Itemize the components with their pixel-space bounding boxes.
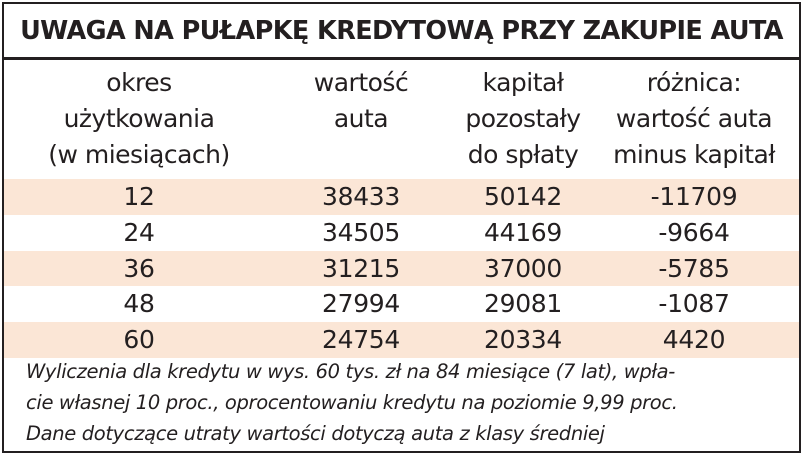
cell-period: 12 (123, 182, 155, 211)
header-period: okres użytkowania (w miesiącach) (48, 68, 230, 169)
cell-remaining-capital: 29081 (483, 289, 563, 319)
cell-difference: -1087 (658, 289, 730, 319)
cell-period: 60 (123, 325, 155, 355)
footnote-line: Dane dotyczące utraty wartości dotyczą a… (26, 422, 605, 445)
footnote: Wyliczenia dla kredytu w wys. 60 tys. zł… (26, 356, 796, 449)
table-header: okres użytkowania (w miesiącach) wartość… (4, 65, 799, 177)
cell-remaining-capital: 44169 (483, 217, 563, 247)
table-row: 24 34505 44169 -9664 (4, 215, 799, 251)
cell-remaining-capital: 37000 (483, 253, 563, 283)
infobox-frame: UWAGA NA PUŁAPKĘ KREDYTOWĄ PRZY ZAKUPIE … (2, 2, 801, 453)
cell-difference: -9664 (658, 217, 730, 247)
table-body: 12 38433 50142 -11709 24 34505 44169 -96… (4, 179, 799, 358)
cell-remaining-capital: 20334 (483, 325, 563, 355)
header-difference: różnica: wartość auta minus kapitał (613, 68, 775, 169)
cell-car-value: 27994 (321, 289, 401, 319)
cell-car-value: 34505 (321, 217, 401, 247)
header-remaining-capital: kapitał pozostały do spłaty (465, 68, 581, 169)
cell-remaining-capital: 50142 (483, 182, 563, 211)
cell-car-value: 31215 (321, 253, 401, 283)
table-row: 36 31215 37000 -5785 (4, 250, 799, 287)
footnote-line: Wyliczenia dla kredytu w wys. 60 tys. zł… (26, 360, 675, 383)
cell-car-value: 24754 (321, 325, 401, 355)
table-row: 60 24754 20334 4420 (4, 322, 799, 358)
table-row: 48 27994 29081 -1087 (4, 286, 799, 322)
cell-period: 36 (123, 253, 155, 283)
table-title: UWAGA NA PUŁAPKĘ KREDYTOWĄ PRZY ZAKUPIE … (4, 4, 799, 60)
cell-period: 48 (123, 289, 155, 319)
cell-difference: 4420 (662, 325, 726, 355)
header-car-value: wartość auta (313, 68, 409, 133)
cell-car-value: 38433 (321, 182, 401, 211)
footnote-line: cie własnej 10 proc., oprocentowaniu kre… (26, 391, 678, 414)
cell-period: 24 (123, 217, 155, 247)
cell-difference: -11709 (650, 182, 738, 211)
table-row: 12 38433 50142 -11709 (4, 179, 799, 215)
cell-difference: -5785 (658, 253, 730, 283)
